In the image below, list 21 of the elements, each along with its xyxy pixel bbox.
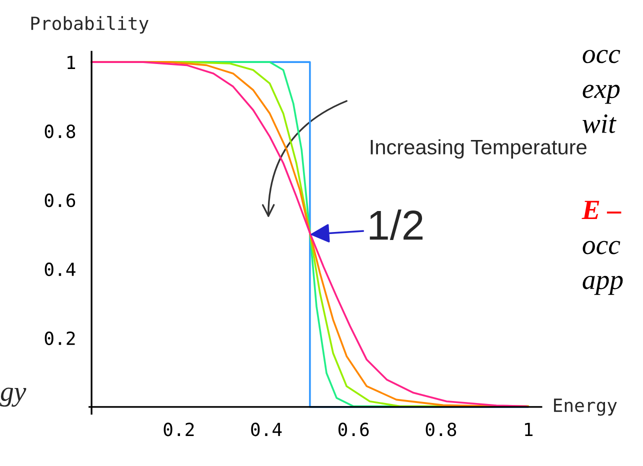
x-tick-label: 0.6	[338, 422, 369, 436]
y-axis-title: Probability	[31, 16, 148, 34]
y-tick-label: 1	[68, 56, 76, 69]
text: gy	[0, 388, 26, 407]
y-tick-label: 0.2	[44, 331, 75, 346]
text: E –	[582, 200, 622, 220]
x-tick-label: 0.8	[426, 422, 456, 436]
y-tick-label: 0.4	[44, 262, 76, 276]
annotation: 1/2	[370, 209, 423, 240]
x-tick-label: 0.4	[251, 422, 282, 436]
x-axis-title: Energy	[554, 398, 617, 416]
text: exp	[582, 84, 620, 104]
y-tick-label: 0.6	[44, 194, 76, 208]
text: occ	[582, 50, 620, 64]
x-tick-label: 1	[525, 422, 533, 436]
annotation: Increasing Temperature	[370, 139, 586, 159]
x-tick-label: 0.2	[164, 422, 194, 436]
text: app	[582, 276, 623, 295]
y-tick-label: 0.8	[44, 124, 76, 138]
text: occ	[582, 240, 620, 254]
text: wit	[582, 114, 616, 134]
